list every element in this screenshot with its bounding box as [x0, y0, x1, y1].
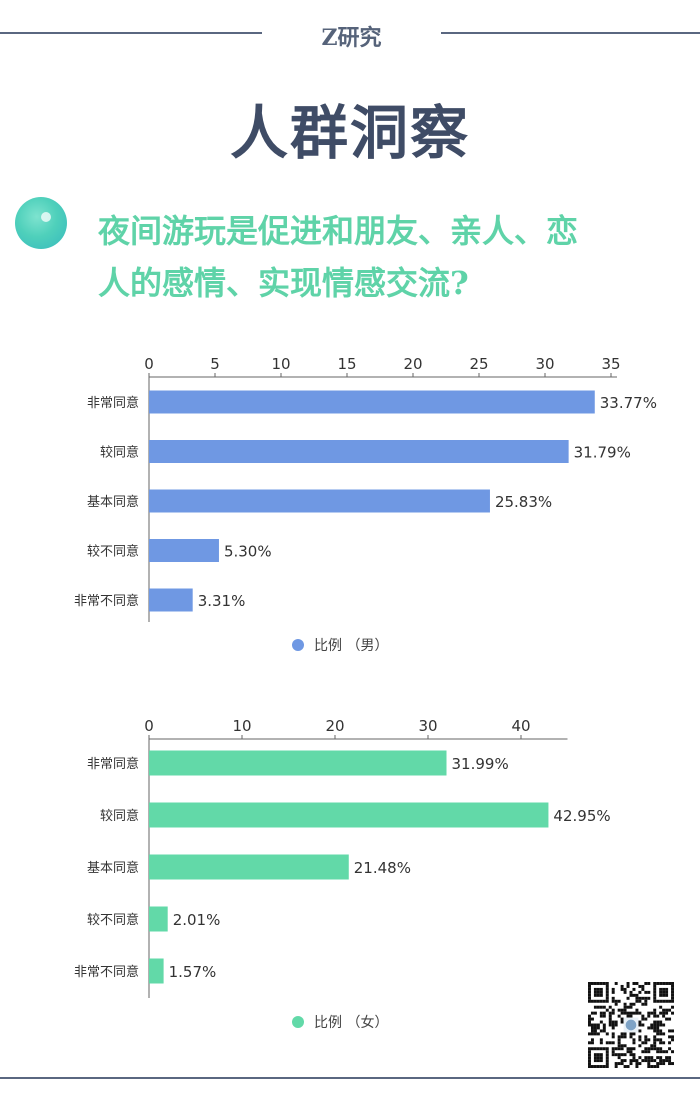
female-bar [149, 750, 447, 776]
male-data-label: 5.30% [224, 543, 272, 561]
female-tick-label: 30 [418, 717, 437, 735]
female-tick-label: 20 [325, 717, 344, 735]
male-data-label: 31.79% [574, 444, 631, 462]
female-data-label: 21.48% [354, 859, 411, 877]
female-category-label: 非常不同意 [74, 964, 139, 980]
female-category-label: 较不同意 [87, 912, 139, 928]
male-category-label: 较同意 [100, 445, 139, 461]
chart-male: 0 5 10 15 20 25 30 35 非常同意 33.77% 较同意 31.79% 基本同意 25.… [0, 340, 700, 660]
male-tick-label: 5 [210, 355, 220, 373]
female-data-label: 42.95% [553, 807, 610, 825]
header-rule-right [441, 32, 700, 34]
female-data-label: 31.99% [452, 755, 509, 773]
female-tick-label: 40 [511, 717, 530, 735]
female-bar [149, 854, 349, 880]
male-category-label: 非常不同意 [74, 593, 139, 609]
male-data-label: 25.83% [495, 493, 552, 511]
survey-question: 夜间游玩是促进和朋友、亲人、恋 人的感情、实现情感交流? [98, 205, 678, 309]
male-category-label: 基本同意 [87, 494, 139, 510]
female-category-label: 较同意 [100, 808, 139, 824]
female-bar [149, 906, 168, 932]
header-rule-left [0, 32, 262, 34]
female-category-label: 基本同意 [87, 860, 139, 876]
female-tick-label: 10 [232, 717, 251, 735]
female-tick-label: 0 [144, 717, 154, 735]
male-data-label: 33.77% [600, 394, 657, 412]
question-line-1: 夜间游玩是促进和朋友、亲人、恋 [98, 212, 579, 250]
male-bar [149, 440, 569, 463]
male-tick-label: 10 [271, 355, 290, 373]
female-data-label: 1.57% [169, 963, 217, 981]
male-tick-label: 25 [469, 355, 488, 373]
chart-male-plot: 0 5 10 15 20 25 30 35 非常同意 33.77% 较同意 31.79% 基本同意 25.… [74, 355, 657, 622]
legend-male-label: 比例 （男） [314, 638, 389, 654]
qr-code-icon [588, 982, 674, 1068]
female-data-label: 2.01% [173, 911, 221, 929]
legend-female-label: 比例 （女） [314, 1015, 389, 1031]
legend-male: 比例 （男） [292, 635, 388, 655]
male-bar [149, 588, 193, 612]
question-line-2: 人的感情、实现情感交流? [98, 264, 469, 302]
male-tick-label: 15 [337, 355, 356, 373]
bullet-orb-icon [15, 197, 67, 249]
page-title: 人群洞察 [229, 99, 470, 167]
male-category-label: 非常同意 [87, 395, 139, 411]
male-category-label: 较不同意 [87, 544, 139, 560]
male-bar [149, 390, 595, 414]
male-tick-label: 35 [601, 355, 620, 373]
legend-female: 比例 （女） [292, 1012, 388, 1032]
female-bar [149, 958, 164, 984]
male-tick-label: 0 [144, 355, 154, 373]
male-data-label: 3.31% [198, 592, 246, 610]
male-bar [149, 489, 490, 513]
female-bar [149, 802, 549, 828]
legend-male-swatch [292, 639, 304, 651]
male-tick-label: 30 [535, 355, 554, 373]
chart-female: 0 10 20 30 40 非常同意 31.99% 较同意 42.95% 基本同意 21.48% 较不… [0, 700, 700, 1040]
legend-female-swatch [292, 1016, 304, 1028]
brand-label: Z研究 [321, 25, 382, 51]
footer-rule [0, 1077, 700, 1079]
male-tick-label: 20 [403, 355, 422, 373]
female-category-label: 非常同意 [87, 756, 139, 772]
chart-female-plot: 0 10 20 30 40 非常同意 31.99% 较同意 42.95% 基本同意 21.48% 较不… [74, 717, 611, 998]
male-bar [149, 539, 219, 562]
